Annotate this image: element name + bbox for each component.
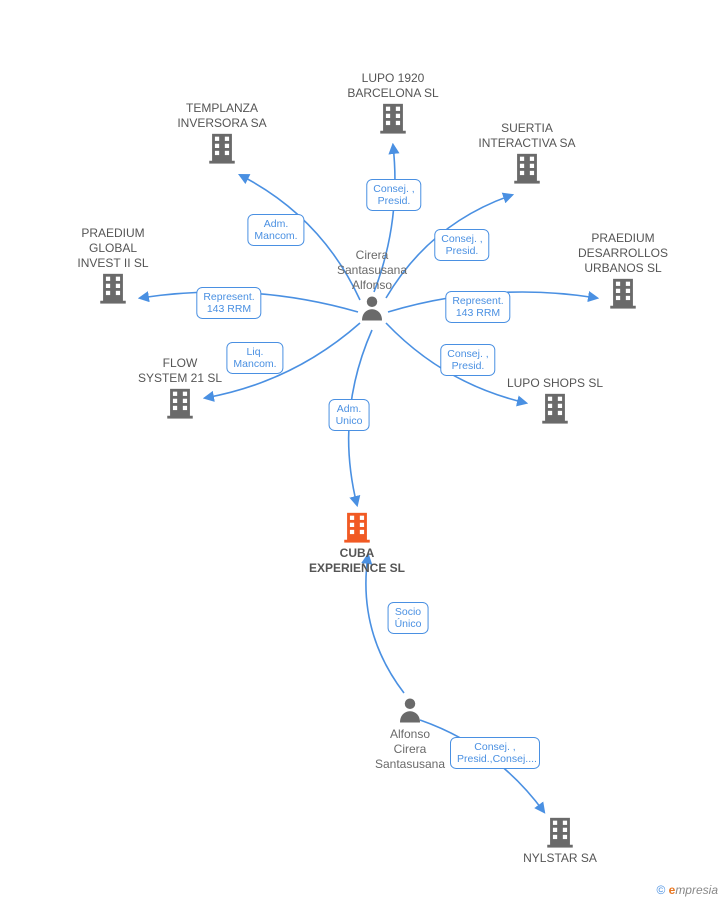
building-icon xyxy=(543,815,577,849)
person-icon xyxy=(395,695,425,725)
node-label: CUBAEXPERIENCE SL xyxy=(297,546,417,576)
footer-copyright: © empresia xyxy=(656,883,718,897)
edge-label: Consej. ,Presid. xyxy=(440,344,495,376)
node-focal: CUBAEXPERIENCE SL xyxy=(297,510,417,576)
brand-name: empresia xyxy=(669,883,718,897)
node-c_praedium_global: PRAEDIUMGLOBALINVEST II SL xyxy=(53,224,173,305)
building-icon xyxy=(205,131,239,165)
node-label: NYLSTAR SA xyxy=(500,851,620,866)
edge-label: Represent.143 RRM xyxy=(196,287,261,319)
node-c_nylstar: NYLSTAR SA xyxy=(500,815,620,866)
building-icon xyxy=(606,276,640,310)
node-c_lupo1920: LUPO 1920BARCELONA SL xyxy=(333,69,453,135)
building-icon xyxy=(376,101,410,135)
edge-label: Consej. ,Presid.,Consej.... xyxy=(450,737,540,769)
building-icon xyxy=(96,271,130,305)
building-icon xyxy=(163,386,197,420)
node-label: FLOWSYSTEM 21 SL xyxy=(120,356,240,386)
node-label: LUPO 1920BARCELONA SL xyxy=(333,71,453,101)
building-icon xyxy=(510,151,544,185)
edge-label: Represent.143 RRM xyxy=(445,291,510,323)
node-c_luposhops: LUPO SHOPS SL xyxy=(495,374,615,425)
building-icon xyxy=(340,510,374,544)
edge-label: Liq.Mancom. xyxy=(226,342,283,374)
network-diagram: CireraSantasusanaAlfonso AlfonsoCireraSa… xyxy=(0,0,728,905)
edge-label: Consej. ,Presid. xyxy=(434,229,489,261)
building-icon xyxy=(538,391,572,425)
node-c_templanza: TEMPLANZAINVERSORA SA xyxy=(162,99,282,165)
node-c_suertia: SUERTIAINTERACTIVA SA xyxy=(467,119,587,185)
node-p1: CireraSantasusanaAlfonso xyxy=(312,246,432,323)
person-icon xyxy=(357,293,387,323)
node-label: PRAEDIUMGLOBALINVEST II SL xyxy=(53,226,173,271)
edge-label: SocioÚnico xyxy=(388,602,429,634)
node-label: PRAEDIUMDESARROLLOSURBANOS SL xyxy=(563,231,683,276)
node-label: CireraSantasusanaAlfonso xyxy=(312,248,432,293)
node-label: SUERTIAINTERACTIVA SA xyxy=(467,121,587,151)
node-c_praedium_des: PRAEDIUMDESARROLLOSURBANOS SL xyxy=(563,229,683,310)
copyright-symbol: © xyxy=(656,883,665,897)
node-label: LUPO SHOPS SL xyxy=(495,376,615,391)
node-c_flow: FLOWSYSTEM 21 SL xyxy=(120,354,240,420)
node-label: TEMPLANZAINVERSORA SA xyxy=(162,101,282,131)
edge-label: Adm.Unico xyxy=(329,399,370,431)
edge-label: Adm.Mancom. xyxy=(247,214,304,246)
edge-label: Consej. ,Presid. xyxy=(366,179,421,211)
